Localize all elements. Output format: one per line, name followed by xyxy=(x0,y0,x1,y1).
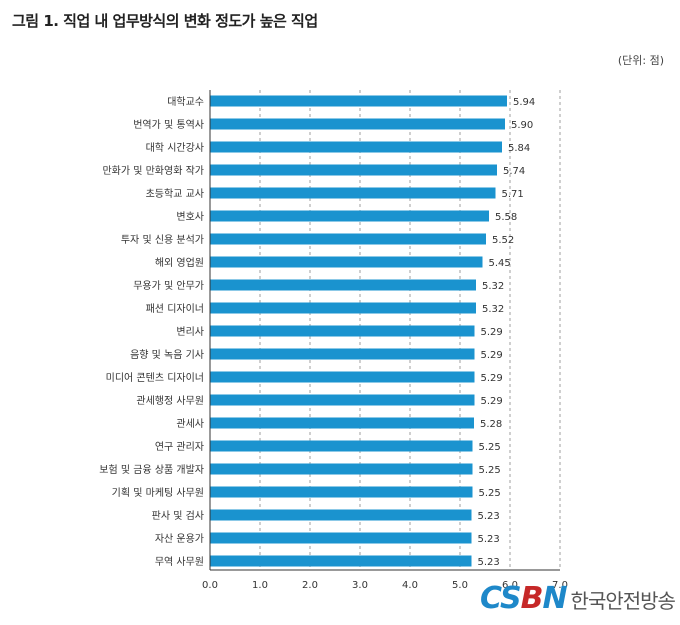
category-label: 관세사 xyxy=(176,418,204,430)
value-label: 5.32 xyxy=(482,304,504,315)
bar xyxy=(210,417,474,429)
category-label: 판사 및 검사 xyxy=(152,510,204,522)
value-label: 5.28 xyxy=(480,419,502,430)
bar xyxy=(210,187,496,199)
category-label: 대학교수 xyxy=(167,96,204,108)
value-label: 5.23 xyxy=(478,511,500,522)
value-label: 5.25 xyxy=(479,488,501,499)
watermark-mark-left: CS xyxy=(480,581,522,616)
bar xyxy=(210,348,475,360)
value-label: 5.23 xyxy=(478,534,500,545)
chart-title: 그림 1. 직업 내 업무방식의 변화 정도가 높은 직업 xyxy=(12,12,318,30)
value-label: 5.25 xyxy=(479,442,501,453)
category-label: 자산 운용가 xyxy=(155,533,204,545)
bar xyxy=(210,486,473,498)
bar xyxy=(210,325,475,337)
x-tick-label: 0.0 xyxy=(202,580,218,591)
bar xyxy=(210,394,475,406)
category-label: 변호사 xyxy=(176,211,204,223)
category-label: 음향 및 녹음 기사 xyxy=(130,349,204,361)
bar xyxy=(210,302,476,314)
category-label: 만화가 및 만화영화 작가 xyxy=(102,165,204,177)
value-label: 5.45 xyxy=(489,258,511,269)
x-tick-label: 1.0 xyxy=(252,580,268,591)
watermark-mark-right: N xyxy=(542,581,567,616)
category-label: 변리사 xyxy=(176,326,204,338)
bar xyxy=(210,164,497,176)
x-tick-label: 6.0 xyxy=(502,580,518,591)
watermark-text: 한국안전방송 xyxy=(570,588,676,613)
bar xyxy=(210,509,472,521)
bar xyxy=(210,256,483,268)
value-label: 5.71 xyxy=(502,189,524,200)
category-label: 초등학교 교사 xyxy=(146,188,204,200)
value-label: 5.23 xyxy=(478,557,500,568)
bar xyxy=(210,463,473,475)
bar xyxy=(210,440,473,452)
watermark-logo: CSBN 한국안전방송 xyxy=(480,581,676,616)
category-label: 해외 영업원 xyxy=(155,256,204,269)
value-label: 5.94 xyxy=(513,97,535,108)
bar xyxy=(210,371,475,383)
value-label: 5.29 xyxy=(481,327,503,338)
value-label: 5.29 xyxy=(481,350,503,361)
category-label: 기획 및 마케팅 사무원 xyxy=(112,487,204,499)
value-label: 5.58 xyxy=(495,212,517,223)
category-label: 보험 및 금융 상품 개발자 xyxy=(99,464,204,476)
category-label: 관세행정 사무원 xyxy=(136,395,204,407)
bar xyxy=(210,141,502,153)
value-label: 5.25 xyxy=(479,465,501,476)
category-label: 대학 시간강사 xyxy=(146,142,204,154)
bar xyxy=(210,210,489,222)
watermark-mark-mid: B xyxy=(520,581,544,616)
category-label: 무용가 및 안무가 xyxy=(133,280,204,292)
value-label: 5.84 xyxy=(508,143,530,154)
bar xyxy=(210,118,505,130)
bar xyxy=(210,555,472,567)
category-label: 연구 관리자 xyxy=(155,441,204,453)
bar xyxy=(210,279,476,291)
value-label: 5.52 xyxy=(492,235,514,246)
category-label: 미디어 콘텐츠 디자이너 xyxy=(106,372,204,384)
bar xyxy=(210,532,472,544)
x-tick-label: 2.0 xyxy=(302,580,318,591)
bar xyxy=(210,95,507,107)
category-label: 패션 디자이너 xyxy=(146,303,204,315)
value-label: 5.90 xyxy=(511,120,533,131)
watermark-mark: CSBN xyxy=(480,581,568,616)
x-tick-label: 4.0 xyxy=(402,580,418,591)
x-tick-label: 5.0 xyxy=(452,580,468,591)
bar xyxy=(210,233,486,245)
category-label: 투자 및 신용 분석가 xyxy=(121,234,204,246)
category-label: 번역가 및 통역사 xyxy=(133,119,204,131)
x-tick-label: 3.0 xyxy=(352,580,368,591)
value-label: 5.29 xyxy=(481,396,503,407)
value-label: 5.29 xyxy=(481,373,503,384)
value-label: 5.32 xyxy=(482,281,504,292)
x-tick-label: 7.0 xyxy=(552,580,568,591)
category-label: 무역 사무원 xyxy=(155,556,204,568)
unit-label: (단위: 점) xyxy=(617,54,664,67)
value-label: 5.74 xyxy=(503,166,525,177)
